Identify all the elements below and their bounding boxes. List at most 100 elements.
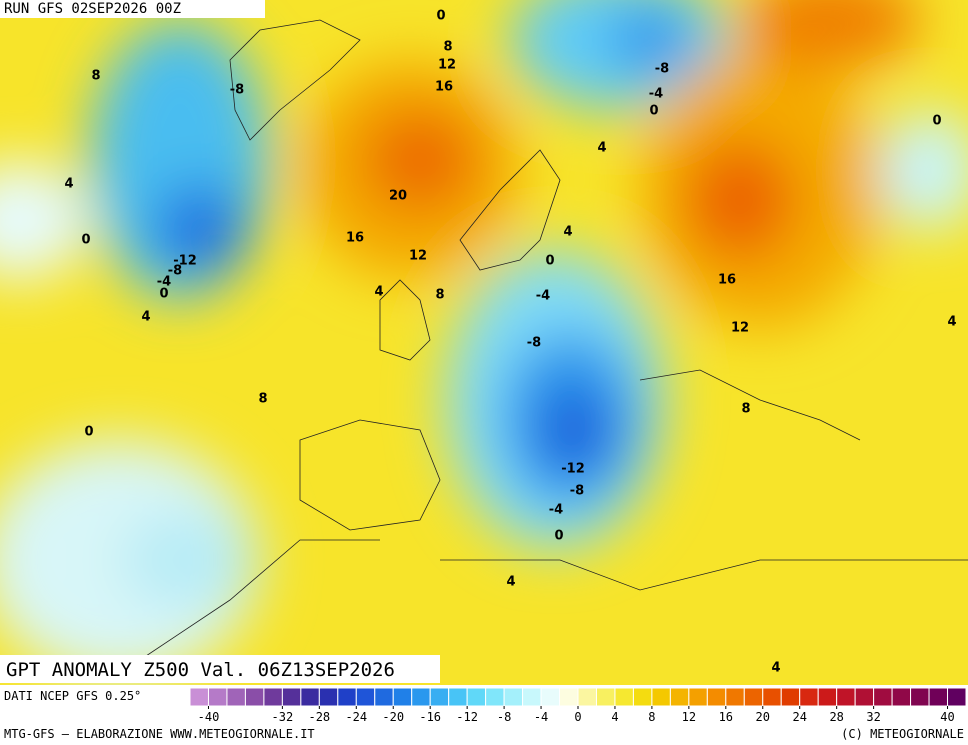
copyright-label: (C) METEOGIORNALE [841, 727, 964, 741]
colorbar-swatch [429, 687, 450, 707]
contour-label: 0 [436, 9, 445, 24]
contour-label: -8 [230, 83, 244, 98]
colorbar-swatch [485, 687, 505, 707]
contour-label: 8 [435, 288, 444, 303]
contour-label: 0 [84, 425, 93, 440]
colorbar-tick-label: -16 [419, 710, 441, 724]
colorbar-swatch [392, 687, 413, 707]
colorbar-swatch [226, 687, 246, 707]
colorbar-swatch [300, 687, 320, 707]
source-label: DATI NCEP GFS 0.25° [4, 689, 141, 703]
colorbar-tick-label: 12 [682, 710, 696, 724]
contour-label: 0 [932, 114, 941, 129]
contour-label: -12 [173, 254, 197, 269]
colorbar-swatch [669, 687, 690, 707]
colorbar-tick-label: -12 [456, 710, 478, 724]
contour-label: 4 [771, 661, 780, 676]
colorbar-tick-label: 20 [756, 710, 770, 724]
run-box [0, 0, 265, 18]
contour-label: 8 [741, 402, 750, 417]
colorbar-tick-label: -40 [198, 710, 220, 724]
contour-label: 4 [563, 225, 572, 240]
colorbar-swatch [337, 687, 357, 707]
contour-label: -4 [649, 87, 663, 102]
colorbar-tick-label: 0 [574, 710, 581, 724]
colorbar-tick-label: -32 [272, 710, 294, 724]
colorbar-tick-label: 16 [719, 710, 733, 724]
colorbar-swatch [910, 687, 930, 707]
colorbar-tick-label: 4 [611, 710, 618, 724]
contour-label: 12 [409, 249, 427, 264]
colorbar-tick-label: -24 [345, 710, 367, 724]
contour-label: 4 [506, 575, 515, 590]
colorbar-swatch [207, 687, 228, 707]
contour-label: 8 [443, 40, 452, 55]
contour-label: 20 [389, 189, 407, 204]
contour-label: 16 [718, 273, 736, 288]
colorbar-swatch [836, 687, 856, 707]
coastlines [139, 19, 968, 661]
colorbar-swatch [318, 687, 339, 707]
contour-label: 8 [91, 69, 100, 84]
contour-label: 16 [346, 231, 364, 246]
colorbar-swatch [817, 687, 838, 707]
colorbar-tick-label: -8 [497, 710, 511, 724]
contour-label: 0 [81, 233, 90, 248]
contour-label: -8 [527, 336, 541, 351]
contour-label: 4 [64, 177, 73, 192]
contour-label: 8 [258, 392, 267, 407]
colorbar-tick-label: 40 [940, 710, 954, 724]
colorbar-swatch [891, 687, 912, 707]
colorbar-swatch [189, 687, 209, 707]
map-title: GPT ANOMALY Z500 Val. 06Z13SEP2026 [6, 659, 395, 681]
map-field [0, 0, 968, 685]
colorbar-swatch [244, 687, 265, 707]
contour-label: -4 [536, 289, 550, 304]
colorbar-swatch [503, 687, 524, 707]
colorbar-swatch [540, 687, 561, 707]
colorbar-swatch [688, 687, 708, 707]
contour-label: -8 [168, 264, 182, 279]
credit-label: MTG-GFS — ELABORAZIONE WWW.METEOGIORNALE… [4, 727, 315, 741]
contour-label: 4 [947, 315, 956, 330]
colorbar-tick-label: -4 [534, 710, 548, 724]
colorbar-swatch [595, 687, 616, 707]
colorbar-swatch [522, 687, 542, 707]
colorbar-swatch [725, 687, 745, 707]
colorbar-swatch [928, 687, 949, 707]
contour-label: 12 [438, 58, 456, 73]
colorbar-swatch [743, 687, 764, 707]
contour-label: 4 [597, 141, 606, 156]
colorbar-tick-label: -20 [382, 710, 404, 724]
colorbar-swatch [799, 687, 819, 707]
colorbar-swatch [559, 687, 579, 707]
colorbar-swatch [466, 687, 487, 707]
colorbar-swatch [762, 687, 782, 707]
colorbar-swatch [780, 687, 801, 707]
contour-label: 0 [554, 529, 563, 544]
contour-label: 0 [545, 254, 554, 269]
colorbar-swatch [281, 687, 302, 707]
colorbar-swatch [706, 687, 727, 707]
colorbar-swatch [873, 687, 893, 707]
contour-label: 0 [159, 287, 168, 302]
contour-label: 12 [731, 321, 749, 336]
colorbar-swatch [854, 687, 875, 707]
contour-label: -8 [570, 484, 584, 499]
colorbar-swatch [632, 687, 653, 707]
contour-label: 4 [374, 285, 383, 300]
contour-label: 16 [435, 80, 453, 95]
colorbar-tick-label: 28 [829, 710, 843, 724]
contour-label: 4 [141, 310, 150, 325]
colorbar-swatch [448, 687, 468, 707]
contour-label: -4 [157, 275, 171, 290]
colorbar-swatch [651, 687, 671, 707]
title-box [0, 655, 440, 683]
colorbar-tick-label: 24 [792, 710, 806, 724]
colorbar-swatch [411, 687, 431, 707]
contour-label: -8 [655, 62, 669, 77]
run-label: RUN GFS 02SEP2026 00Z [4, 1, 181, 17]
colorbar-tick-label: -28 [308, 710, 330, 724]
colorbar-swatch [614, 687, 634, 707]
